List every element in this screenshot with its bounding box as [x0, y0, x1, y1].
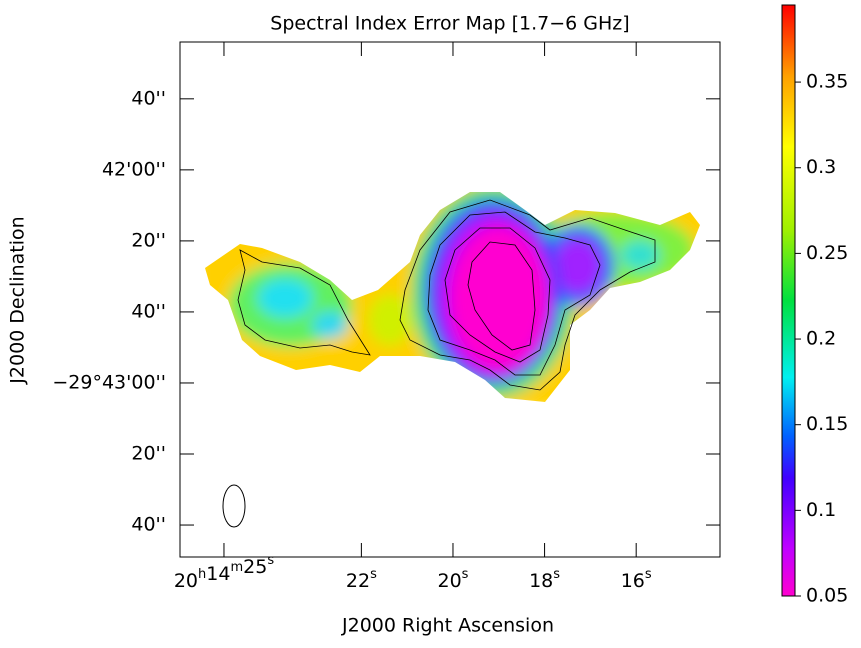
y-tick-label: 42'00'' [102, 158, 166, 180]
y-axis-label: J2000 Declination [7, 216, 29, 384]
y-tick-label: 20'' [131, 443, 166, 465]
intensity-map [205, 192, 700, 402]
chart-title: Spectral Index Error Map [1.7−6 GHz] [270, 13, 629, 35]
plot-frame [179, 41, 721, 558]
colorbar-tick-label: 0.3 [806, 156, 836, 178]
x-tick-label: 16s [621, 567, 652, 592]
y-tick-label: 40'' [131, 87, 166, 109]
x-tick-label: 18s [529, 567, 560, 592]
colorbar-tick-label: 0.1 [806, 499, 836, 521]
colorbar-tick-label: 0.15 [806, 413, 848, 435]
y-tick-label: 20'' [131, 229, 166, 251]
beam [222, 484, 246, 528]
colorbar-tick-label: 0.35 [806, 71, 848, 93]
colorbar-tick-label: 0.25 [806, 242, 848, 264]
contours [237, 199, 656, 391]
x-tick-label: 20h14m25s [174, 553, 274, 592]
y-tick-label: 40'' [131, 300, 166, 322]
colorbar-tick-label: 0.05 [806, 585, 848, 607]
x-axis-label: J2000 Right Ascension [341, 615, 554, 637]
colorbar [781, 4, 796, 597]
y-tick-label: 40'' [131, 514, 166, 536]
colorbar-tick-label: 0.2 [806, 328, 836, 350]
x-tick-label: 22s [346, 567, 377, 592]
y-tick-label: −29°43'00'' [52, 371, 166, 393]
x-tick-label: 20s [437, 567, 468, 592]
